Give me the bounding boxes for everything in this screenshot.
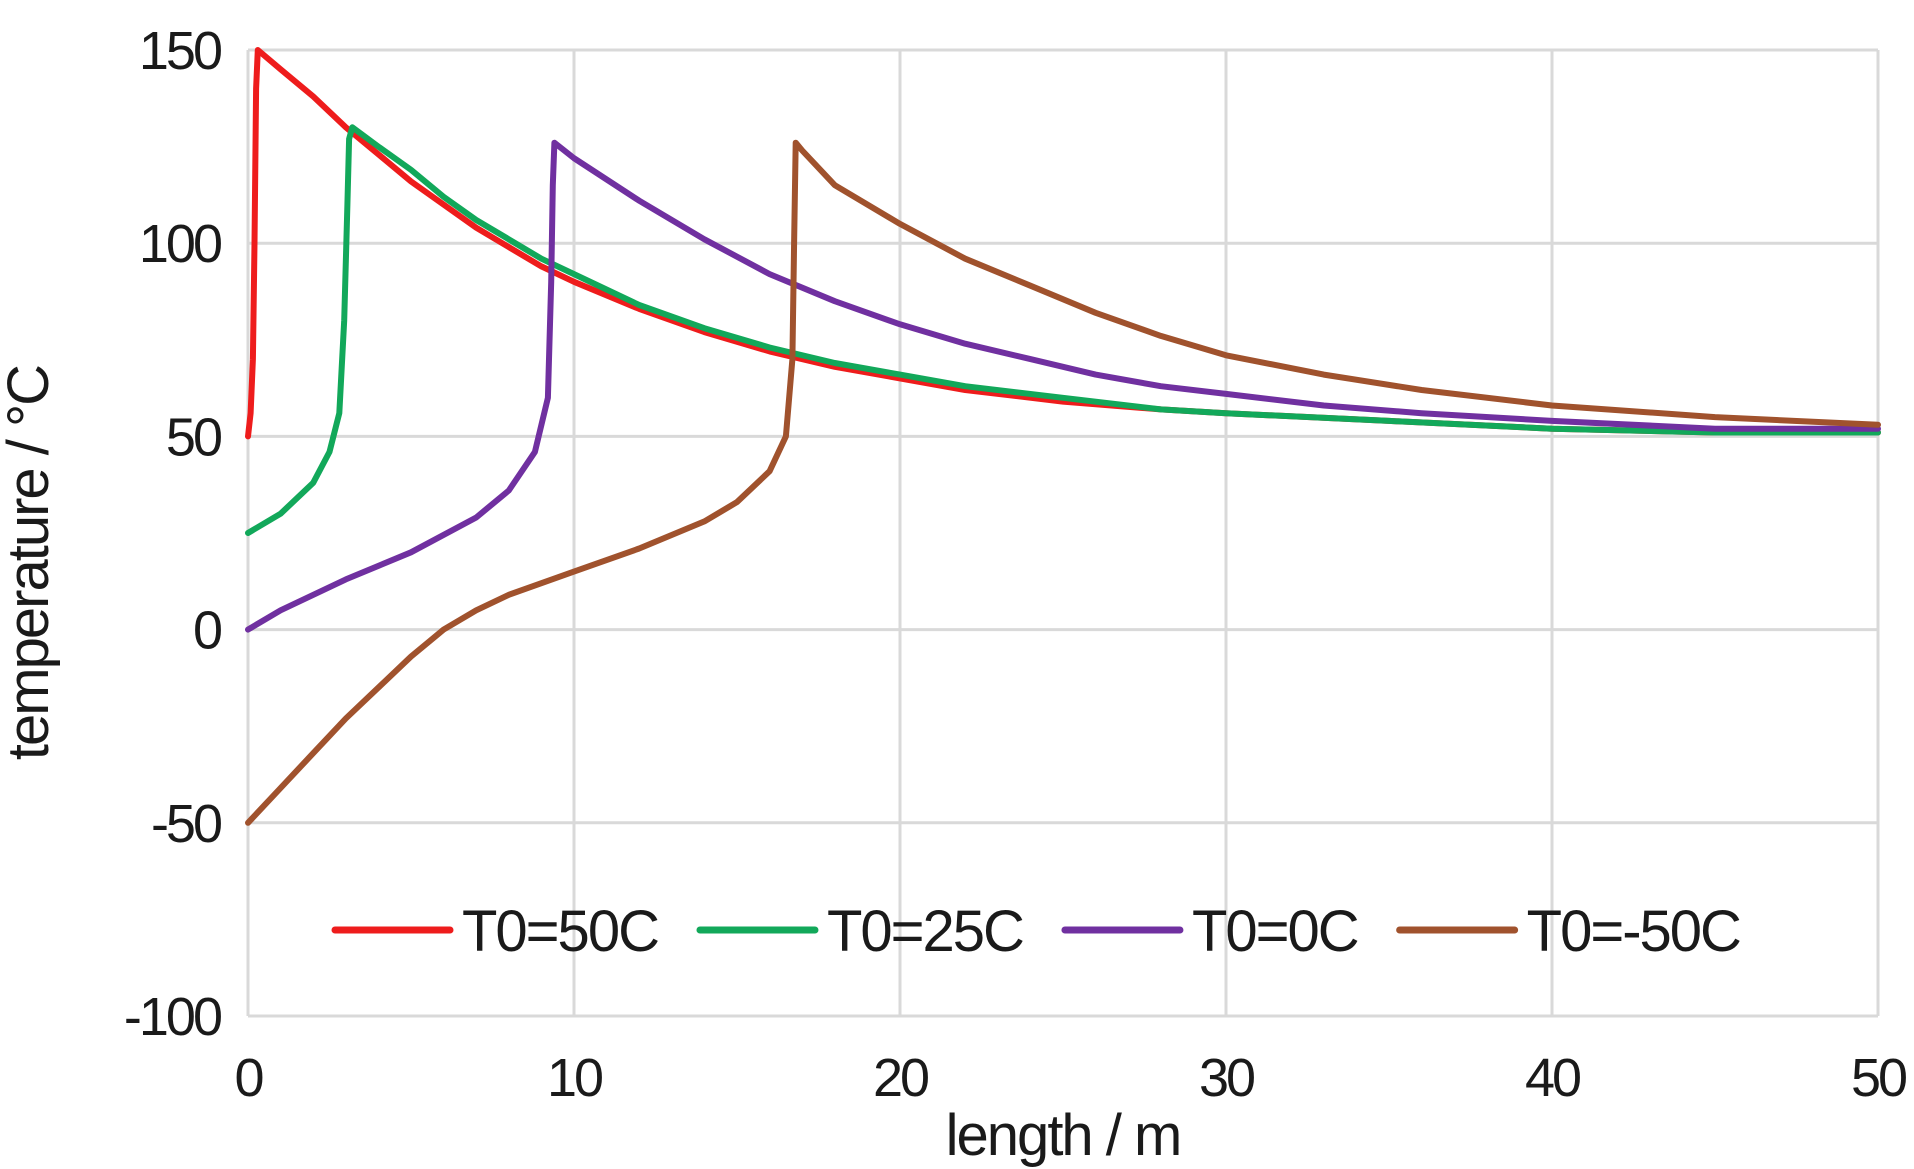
x-tick-label: 40 bbox=[1525, 1048, 1580, 1108]
y-axis-title: temperature / °C bbox=[0, 366, 61, 760]
x-tick-label: 10 bbox=[547, 1048, 602, 1108]
legend-label: T0=-50C bbox=[1527, 899, 1740, 964]
legend-label: T0=50C bbox=[462, 899, 658, 964]
series-line-2 bbox=[245, 139, 1881, 633]
series-line-1 bbox=[245, 124, 1881, 536]
y-tick-label: -50 bbox=[151, 794, 221, 854]
grid-lines bbox=[246, 48, 1880, 1018]
y-tick-label: 0 bbox=[193, 601, 221, 661]
series-lines bbox=[245, 47, 1881, 826]
y-tick-label: 100 bbox=[139, 214, 221, 274]
legend-label: T0=25C bbox=[827, 899, 1023, 964]
x-tick-label: 50 bbox=[1851, 1048, 1906, 1108]
y-tick-label: 50 bbox=[166, 407, 221, 467]
y-tick-label: -100 bbox=[124, 987, 221, 1047]
legend-label: T0=0C bbox=[1192, 899, 1358, 964]
series-line-3 bbox=[245, 139, 1881, 826]
x-tick-label: 20 bbox=[873, 1048, 928, 1108]
x-axis-title: length / m bbox=[946, 1103, 1181, 1168]
x-tick-label: 0 bbox=[234, 1048, 262, 1108]
y-tick-labels: -100 -50 0 50 100 150 bbox=[124, 21, 224, 1047]
x-tick-label: 30 bbox=[1199, 1048, 1254, 1108]
legend: T0=50C T0=25C T0=0C T0=-50C bbox=[331, 899, 1742, 964]
y-tick-label: 150 bbox=[139, 21, 221, 81]
x-tick-labels: 0 10 20 30 40 50 bbox=[234, 1048, 1909, 1108]
